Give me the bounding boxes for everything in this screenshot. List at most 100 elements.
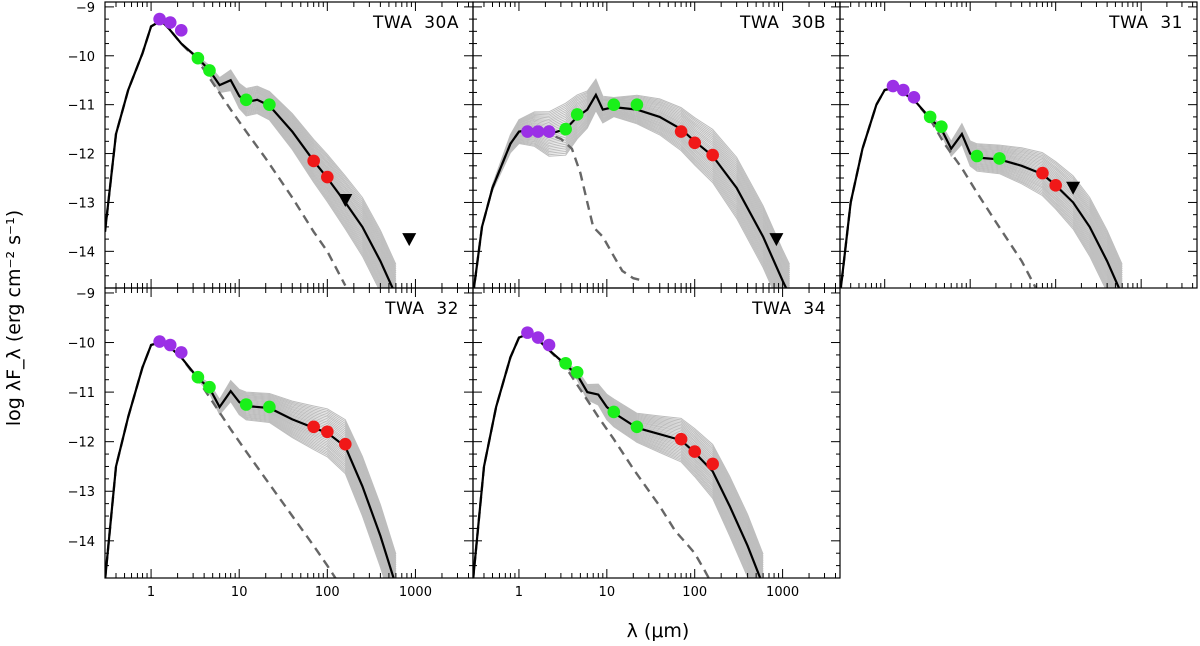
model-curve [105,19,397,284]
model-curve [840,87,1123,288]
mid-ir-point [607,405,621,419]
near-ir-point [531,331,545,344]
x-tick-label: 1 [515,585,523,600]
model-curve [105,19,381,288]
model-curve [105,19,393,288]
x-tick-label: 1000 [766,585,799,600]
model-curve [840,87,1123,288]
mid-ir-point [191,51,205,65]
model-curve [840,87,1123,288]
near-ir-point [163,16,177,29]
panel-title: TWA 32 [384,299,459,319]
sed-panel: TWA 30B [472,1,841,289]
panel-title: TWA 30B [739,13,826,33]
mid-ir-point [239,398,253,411]
model-curve [105,19,394,288]
x-tick-label: 100 [682,585,707,600]
far-ir-point [674,432,688,446]
near-ir-point [174,346,188,359]
near-ir-point [163,338,177,352]
model-curve [105,19,395,288]
model-curve [840,87,1122,288]
model-curve [840,87,1123,288]
mid-ir-point [559,122,572,136]
best-fit-curve [105,19,394,288]
model-curve [105,19,388,288]
model-curve [105,19,384,288]
near-ir-point [907,91,921,104]
x-tick-label: 10 [599,585,616,600]
near-ir-point [153,335,166,348]
sed-panel: −14 −13 −12 −11 −10 −9 TWA 30A [68,1,474,289]
y-tick-label: −13 [68,485,95,500]
x-tick-label: 1 [147,585,155,600]
panel-frame [839,1,1198,289]
y-tick-label: −9 [76,287,95,302]
model-curve [105,19,397,288]
model-curve [105,19,384,288]
far-ir-point [321,425,334,439]
x-tick-label: 100 [315,585,340,600]
best-fit-curve [840,86,1121,288]
model-curve [840,87,1123,288]
y-tick-label: −13 [68,196,95,211]
sed-panel: 1 10 100 1000 TWA 34 [472,287,841,600]
near-ir-point [542,338,556,352]
mid-ir-point [607,98,621,111]
best-fit-curve [473,332,762,578]
far-ir-point [674,125,688,138]
model-curve [105,19,396,288]
far-ir-point [1036,166,1049,180]
far-ir-point [339,437,352,451]
sed-panel: TWA 31 [839,1,1198,289]
model-curve [840,87,1121,288]
y-tick-label: −9 [76,1,95,16]
panel-title: TWA 31 [1108,13,1183,33]
model-curve [840,87,1120,288]
model-curve [105,19,390,288]
model-curve [105,19,397,282]
upper-limit-marker [1066,181,1081,195]
model-curve [105,19,379,288]
y-tick-label: −12 [68,436,95,451]
panel-title: TWA 30A [372,13,459,33]
y-tick-label: −11 [68,386,95,401]
panels-layer: −14 −13 −12 −11 −10 −9 TWA 30A TWA 30B TWA 31 −14… [68,1,1198,600]
sed-panel: −14 −13 −12 −11 −10 −9 1 10 100 1000 TWA 32 [68,287,474,600]
mid-ir-point [203,380,216,394]
model-curve [105,19,385,288]
far-ir-point [688,445,702,458]
model-curve [105,19,391,288]
near-ir-point [521,326,534,339]
near-ir-point [542,125,556,138]
far-ir-point [321,170,334,184]
model-curve [105,19,387,288]
model-curve [840,87,1123,288]
model-curve [840,87,1123,288]
model-curve [105,19,397,287]
mid-ir-point [570,108,584,121]
model-curve [840,87,1123,288]
model-curve [105,19,386,288]
y-tick-label: −14 [68,245,95,260]
upper-limit-marker [338,194,353,207]
y-tick-label: −12 [68,148,95,163]
model-curve [473,78,791,288]
near-ir-point [896,83,910,97]
best-fit-curve [473,92,788,288]
mid-ir-point [993,152,1006,165]
mid-ir-point [630,98,644,111]
model-curve [840,87,1123,288]
far-ir-point [688,136,702,150]
best-fit-curve [105,340,395,578]
near-ir-point [174,24,188,37]
y-tick-label: −10 [68,50,95,65]
mid-ir-point [570,365,584,379]
x-tick-label: 10 [231,585,248,600]
near-ir-point [521,125,534,138]
upper-limit-marker [402,233,417,247]
far-ir-point [706,148,719,162]
mid-ir-point [935,120,948,133]
mid-ir-point [923,110,937,124]
